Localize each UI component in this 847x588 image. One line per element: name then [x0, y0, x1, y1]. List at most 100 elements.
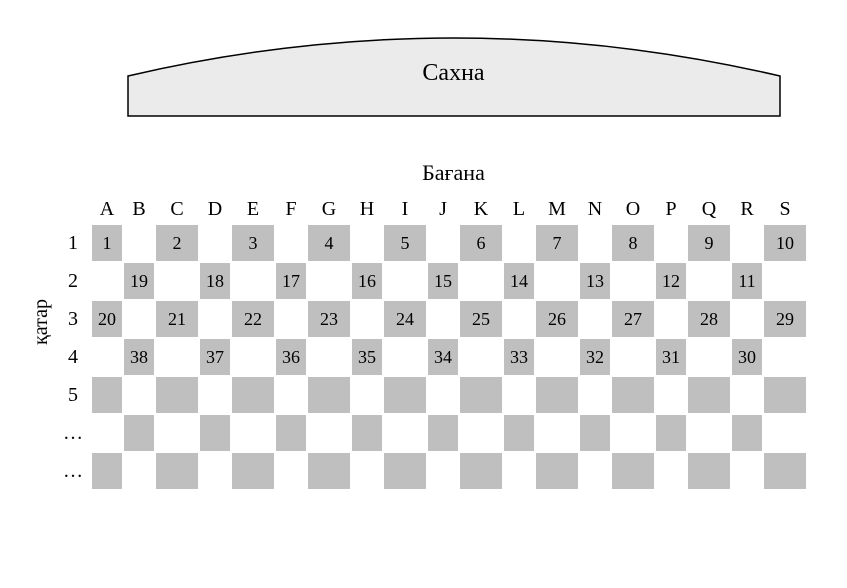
column-label: H: [351, 194, 383, 224]
seat-cell: 14: [503, 262, 535, 300]
seat-cell: 25: [459, 300, 503, 338]
column-label: E: [231, 194, 275, 224]
empty-cell: [231, 414, 275, 452]
empty-cell: [155, 376, 199, 414]
empty-cell: [579, 376, 611, 414]
empty-cell: [199, 414, 231, 452]
row-label: 3: [61, 300, 85, 338]
empty-cell: [427, 300, 459, 338]
empty-cell: [351, 414, 383, 452]
empty-cell: [763, 262, 807, 300]
seat-cell: 27: [611, 300, 655, 338]
row-label: 5: [61, 376, 85, 414]
empty-cell: [763, 414, 807, 452]
seat-row: 383736353433323130: [91, 338, 807, 376]
empty-cell: [687, 262, 731, 300]
seat-cell: 13: [579, 262, 611, 300]
seat-cell: 17: [275, 262, 307, 300]
empty-cell: [535, 262, 579, 300]
empty-cell: [231, 376, 275, 414]
seat-row: [91, 376, 807, 414]
seat-row: 12345678910: [91, 224, 807, 262]
empty-cell: [155, 414, 199, 452]
row-label: 1: [61, 224, 85, 262]
empty-cell: [307, 262, 351, 300]
seat-row: [91, 414, 807, 452]
empty-cell: [687, 414, 731, 452]
seat-rows: 1234567891019181716151413121120212223242…: [91, 224, 807, 490]
seat-cell: 33: [503, 338, 535, 376]
empty-cell: [383, 376, 427, 414]
seat-row: [91, 452, 807, 490]
empty-cell: [731, 414, 763, 452]
empty-cell: [155, 262, 199, 300]
column-label: Q: [687, 194, 731, 224]
seat-cell: 2: [155, 224, 199, 262]
empty-cell: [459, 414, 503, 452]
empty-cell: [275, 224, 307, 262]
empty-cell: [459, 338, 503, 376]
empty-cell: [687, 376, 731, 414]
empty-cell: [687, 338, 731, 376]
seat-cell: 6: [459, 224, 503, 262]
row-label: …: [61, 414, 85, 452]
empty-cell: [123, 300, 155, 338]
empty-cell: [503, 300, 535, 338]
column-label: O: [611, 194, 655, 224]
empty-cell: [763, 376, 807, 414]
empty-cell: [91, 338, 123, 376]
empty-cell: [503, 224, 535, 262]
seat-cell: 11: [731, 262, 763, 300]
seat-cell: 28: [687, 300, 731, 338]
empty-cell: [123, 414, 155, 452]
column-label: I: [383, 194, 427, 224]
seat-row: 191817161514131211: [91, 262, 807, 300]
seat-cell: 22: [231, 300, 275, 338]
column-label: B: [123, 194, 155, 224]
row-label: …: [61, 452, 85, 490]
empty-cell: [199, 376, 231, 414]
seat-cell: 18: [199, 262, 231, 300]
empty-cell: [611, 338, 655, 376]
empty-cell: [459, 452, 503, 490]
column-label: D: [199, 194, 231, 224]
column-label: S: [763, 194, 807, 224]
seat-cell: 30: [731, 338, 763, 376]
rows-title: қатар: [30, 299, 53, 385]
stage: Сахна: [124, 20, 784, 120]
seat-cell: 10: [763, 224, 807, 262]
column-label: L: [503, 194, 535, 224]
column-label: N: [579, 194, 611, 224]
empty-cell: [275, 300, 307, 338]
empty-cell: [731, 452, 763, 490]
empty-cell: [459, 262, 503, 300]
seat-cell: 5: [383, 224, 427, 262]
row-labels: 12345……: [61, 194, 85, 490]
empty-cell: [231, 262, 275, 300]
seat-cell: 15: [427, 262, 459, 300]
empty-cell: [655, 414, 687, 452]
empty-cell: [199, 452, 231, 490]
seat-cell: 3: [231, 224, 275, 262]
empty-cell: [91, 414, 123, 452]
empty-cell: [655, 224, 687, 262]
empty-cell: [535, 376, 579, 414]
empty-cell: [611, 376, 655, 414]
empty-cell: [503, 452, 535, 490]
empty-cell: [199, 300, 231, 338]
empty-cell: [123, 224, 155, 262]
column-label: C: [155, 194, 199, 224]
seat-cell: 37: [199, 338, 231, 376]
empty-cell: [383, 414, 427, 452]
column-label: R: [731, 194, 763, 224]
column-label: P: [655, 194, 687, 224]
empty-cell: [155, 452, 199, 490]
column-label: K: [459, 194, 503, 224]
seat-cell: 32: [579, 338, 611, 376]
empty-cell: [383, 452, 427, 490]
empty-cell: [579, 224, 611, 262]
empty-cell: [123, 452, 155, 490]
empty-cell: [351, 300, 383, 338]
empty-cell: [731, 300, 763, 338]
empty-cell: [307, 376, 351, 414]
